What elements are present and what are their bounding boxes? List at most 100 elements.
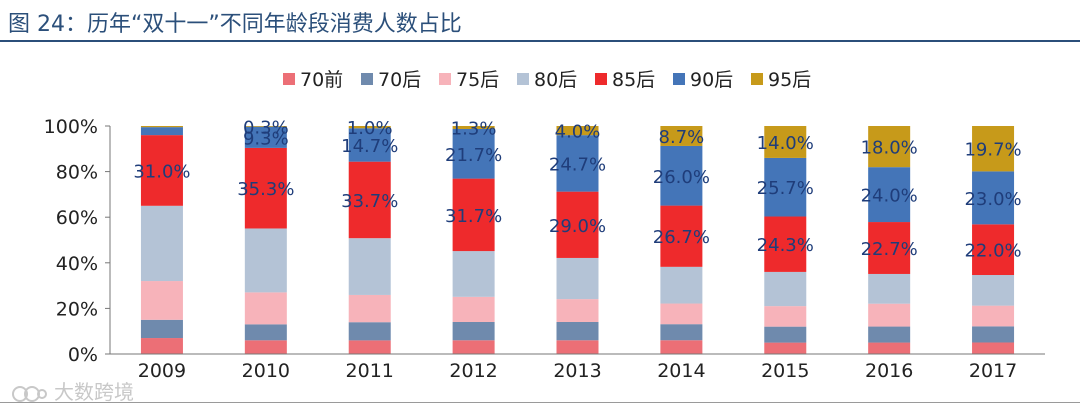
data-label-95后-2010: 0.3%	[243, 117, 289, 138]
bar-segment-85后-2010	[244, 147, 287, 229]
data-label-85后-2012: 31.7%	[445, 206, 502, 227]
bar-segment-95后-2013	[556, 126, 599, 136]
bar-segment-90后-2015	[764, 157, 807, 217]
data-labels: 31.0% 35.3% 9.3%0.3% 33.7% 14.7%1.0% 31.7% 21.…	[133, 117, 1021, 261]
bar-segment-75后-2017	[972, 305, 1015, 327]
bar-segment-70前-2016	[868, 342, 911, 354]
bar-segment-70后-2016	[868, 326, 911, 343]
data-label-95后-2014: 8.7%	[659, 127, 705, 148]
data-label-90后-2017: 23.0%	[964, 189, 1021, 210]
data-label-90后-2013: 24.7%	[549, 154, 606, 175]
bar-segment-90后-2013	[556, 135, 599, 192]
x-tick-label: 2010	[242, 360, 290, 382]
bar-segment-70后-2017	[972, 326, 1015, 343]
bar-segment-85后-2014	[660, 205, 703, 267]
y-tick-label: 0%	[68, 344, 98, 366]
bottom-divider	[0, 402, 1080, 403]
bar-segment-70前-2012	[452, 340, 495, 354]
data-label-95后-2011: 1.0%	[347, 118, 393, 139]
bar-segment-70前-2009	[140, 338, 183, 354]
bar-segment-95后-2010	[244, 126, 287, 127]
bar-segment-85后-2015	[764, 216, 807, 272]
data-label-85后-2016: 22.7%	[861, 239, 918, 260]
legend-swatch-70前	[283, 73, 295, 85]
bar-segment-85后-2011	[348, 161, 391, 239]
bar-segment-90后-2017	[972, 171, 1015, 225]
bar-segment-90后-2009	[140, 127, 183, 136]
data-label-95后-2015: 14.0%	[757, 133, 814, 154]
bar-segment-90后-2016	[868, 167, 911, 223]
data-label-85后-2009: 31.0%	[133, 161, 190, 182]
legend-swatch-95后	[751, 73, 763, 85]
data-label-85后-2014: 26.7%	[653, 227, 710, 248]
x-axis: 2009 2010 2011 2012 2013 2014 2015 2016 2017	[110, 353, 1045, 382]
bar-segment-80后-2014	[660, 266, 703, 304]
bar-segment-85后-2016	[868, 222, 911, 274]
bar-segment-95后-2017	[972, 126, 1015, 172]
bar-segment-70后-2015	[764, 326, 807, 343]
bar-segment-95后-2016	[868, 126, 911, 168]
bar-segment-80后-2010	[244, 228, 287, 293]
bar-segment-95后-2009	[140, 126, 183, 128]
bar-segment-85后-2017	[972, 224, 1015, 276]
legend-label-80后: 80后	[534, 69, 577, 91]
watermark-logo-icon	[12, 385, 47, 402]
bar-segment-70前-2011	[348, 340, 391, 354]
bar-segment-90后-2014	[660, 145, 703, 206]
legend-swatch-70后	[361, 73, 373, 85]
data-label-90后-2012: 21.7%	[445, 145, 502, 166]
bar-segment-70前-2014	[660, 340, 703, 354]
bar-segment-80后-2015	[764, 271, 807, 307]
bar-segment-90后-2011	[348, 128, 391, 162]
data-label-90后-2016: 24.0%	[861, 186, 918, 207]
bar-segment-95后-2012	[452, 126, 495, 129]
bar-segment-75后-2009	[140, 281, 183, 320]
bar-segment-75后-2015	[764, 306, 807, 327]
legend-label-90后: 90后	[690, 69, 733, 91]
legend-label-70前: 70前	[300, 69, 343, 91]
data-label-85后-2017: 22.0%	[964, 241, 1021, 262]
legend-swatch-75后	[439, 73, 451, 85]
bar-segment-95后-2014	[660, 126, 703, 146]
data-label-90后-2010: 9.3%	[243, 128, 289, 149]
data-label-90后-2014: 26.0%	[653, 167, 710, 188]
bar-segment-70后-2013	[556, 321, 599, 341]
x-tick-label: 2011	[346, 360, 394, 382]
bar-segment-70后-2012	[452, 321, 495, 341]
data-label-95后-2013: 4.0%	[555, 122, 601, 143]
data-label-95后-2016: 18.0%	[861, 138, 918, 159]
bar-segment-75后-2016	[868, 303, 911, 327]
y-tick-label: 60%	[56, 207, 98, 229]
bar-segment-80后-2012	[452, 251, 495, 297]
legend-swatch-85后	[595, 73, 607, 85]
bar-segment-70后-2014	[660, 324, 703, 341]
bar-segment-70后-2009	[140, 319, 183, 339]
bar-segment-80后-2011	[348, 238, 391, 295]
bar-segment-90后-2010	[244, 126, 287, 148]
bar-segment-70后-2010	[244, 324, 287, 341]
bar-segment-80后-2017	[972, 275, 1015, 306]
bar-segment-80后-2009	[140, 205, 183, 282]
data-label-95后-2017: 19.7%	[964, 140, 1021, 161]
legend-label-75后: 75后	[456, 69, 499, 91]
legend-label-95后: 95后	[768, 69, 811, 91]
bar-segment-95后-2015	[764, 126, 807, 158]
bar-segment-75后-2014	[660, 303, 703, 325]
bar-segment-80后-2013	[556, 257, 599, 300]
data-label-85后-2013: 29.0%	[549, 216, 606, 237]
bar-segment-85后-2009	[140, 135, 183, 206]
legend: 70前 70后 75后 80后 85后 90后 95后	[283, 69, 811, 91]
bar-segment-70前-2010	[244, 340, 287, 354]
y-axis: 0% 20% 40% 60% 80% 100%	[44, 116, 111, 366]
y-tick-label: 100%	[44, 116, 98, 138]
x-tick-label: 2009	[138, 360, 186, 382]
bar-segment-75后-2011	[348, 294, 391, 323]
bar-segment-70前-2013	[556, 340, 599, 354]
x-tick-label: 2016	[865, 360, 913, 382]
y-tick-label: 80%	[56, 162, 98, 184]
bar-segment-75后-2012	[452, 296, 495, 322]
bar-segment-90后-2012	[452, 128, 495, 179]
y-tick-label: 40%	[56, 253, 98, 275]
bar-segment-70后-2011	[348, 322, 391, 341]
